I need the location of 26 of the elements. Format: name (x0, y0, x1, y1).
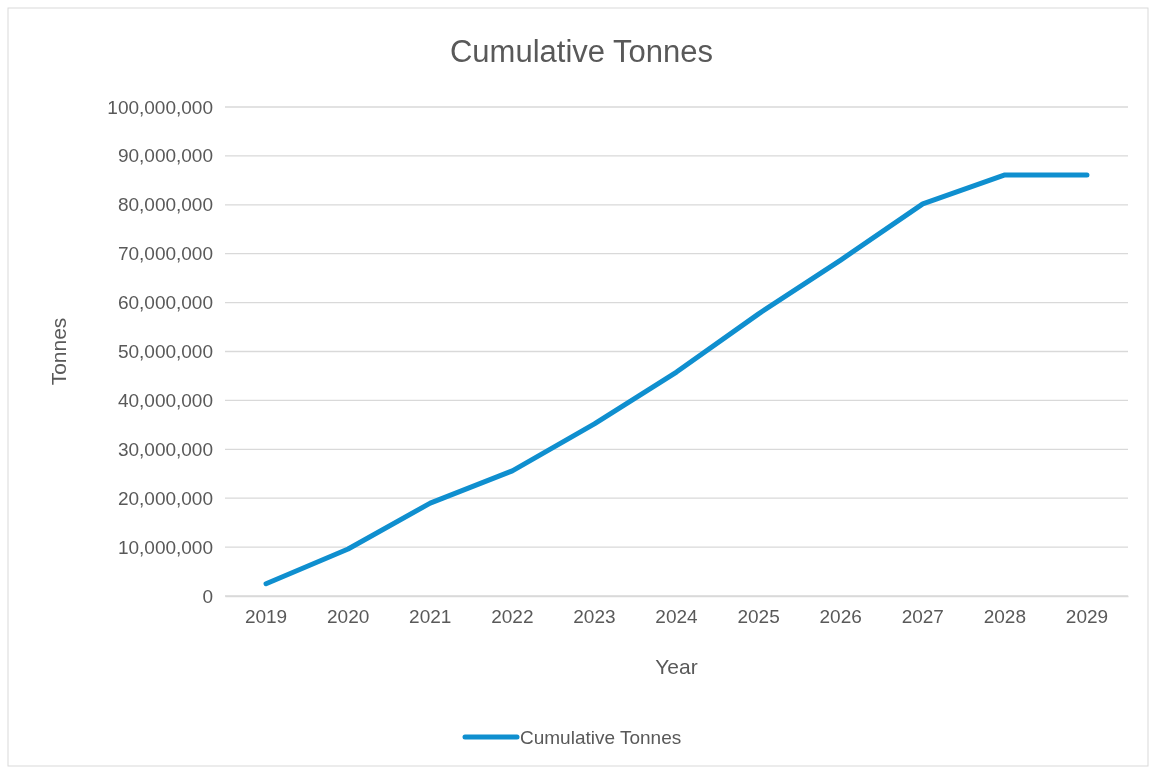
y-tick-label: 70,000,000 (117, 243, 213, 265)
x-tick-label: 2021 (409, 606, 452, 628)
y-tick-label: 50,000,000 (117, 341, 213, 363)
x-tick-label: 2024 (655, 606, 699, 628)
x-tick-label: 2020 (327, 606, 370, 628)
y-tick-label: 90,000,000 (117, 145, 213, 167)
x-tick-label: 2028 (983, 606, 1026, 628)
x-tick-label: 2027 (901, 606, 944, 628)
y-tick-label: 60,000,000 (117, 292, 213, 314)
y-tick-label: 100,000,000 (107, 96, 213, 118)
chart-title: Cumulative Tonnes (449, 34, 714, 69)
legend-label: Cumulative Tonnes (520, 727, 682, 748)
y-tick-label: 40,000,000 (117, 389, 213, 411)
y-axis-title: Tonnes (47, 317, 70, 386)
x-tick-label: 2025 (737, 606, 780, 628)
y-tick-label: 0 (202, 585, 213, 607)
y-tick-label: 20,000,000 (117, 487, 213, 509)
x-tick-label: 2023 (573, 606, 616, 628)
x-tick-label: 2026 (819, 606, 862, 628)
x-tick-label: 2022 (491, 606, 534, 628)
x-axis-title: Year (655, 655, 698, 678)
y-tick-label: 10,000,000 (117, 536, 213, 558)
y-tick-label: 30,000,000 (117, 438, 213, 460)
y-tick-label: 80,000,000 (117, 194, 213, 216)
x-tick-label: 2019 (244, 606, 288, 628)
x-tick-label: 2029 (1065, 606, 1109, 628)
